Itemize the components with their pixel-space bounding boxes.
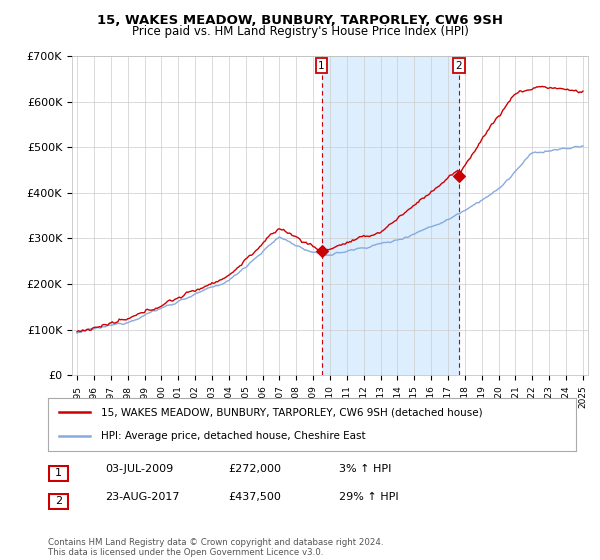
- Point: [454, 171, 464, 180]
- Text: Contains HM Land Registry data © Crown copyright and database right 2024.
This d: Contains HM Land Registry data © Crown c…: [48, 538, 383, 557]
- Text: 23-AUG-2017: 23-AUG-2017: [105, 492, 179, 502]
- Text: 3% ↑ HPI: 3% ↑ HPI: [339, 464, 391, 474]
- Text: 29% ↑ HPI: 29% ↑ HPI: [339, 492, 398, 502]
- Text: 03-JUL-2009: 03-JUL-2009: [105, 464, 173, 474]
- Text: 2: 2: [55, 496, 62, 506]
- FancyBboxPatch shape: [49, 466, 68, 480]
- Text: 15, WAKES MEADOW, BUNBURY, TARPORLEY, CW6 9SH: 15, WAKES MEADOW, BUNBURY, TARPORLEY, CW…: [97, 14, 503, 27]
- Text: Price paid vs. HM Land Registry's House Price Index (HPI): Price paid vs. HM Land Registry's House …: [131, 25, 469, 38]
- Text: HPI: Average price, detached house, Cheshire East: HPI: Average price, detached house, Ches…: [101, 431, 365, 441]
- FancyBboxPatch shape: [49, 494, 68, 508]
- Text: 15, WAKES MEADOW, BUNBURY, TARPORLEY, CW6 9SH (detached house): 15, WAKES MEADOW, BUNBURY, TARPORLEY, CW…: [101, 408, 482, 418]
- Bar: [322, 56, 459, 375]
- Point: [317, 247, 326, 256]
- Text: £272,000: £272,000: [228, 464, 281, 474]
- Text: 1: 1: [318, 61, 325, 71]
- Text: 1: 1: [55, 468, 62, 478]
- Text: 2: 2: [455, 61, 463, 71]
- Text: £437,500: £437,500: [228, 492, 281, 502]
